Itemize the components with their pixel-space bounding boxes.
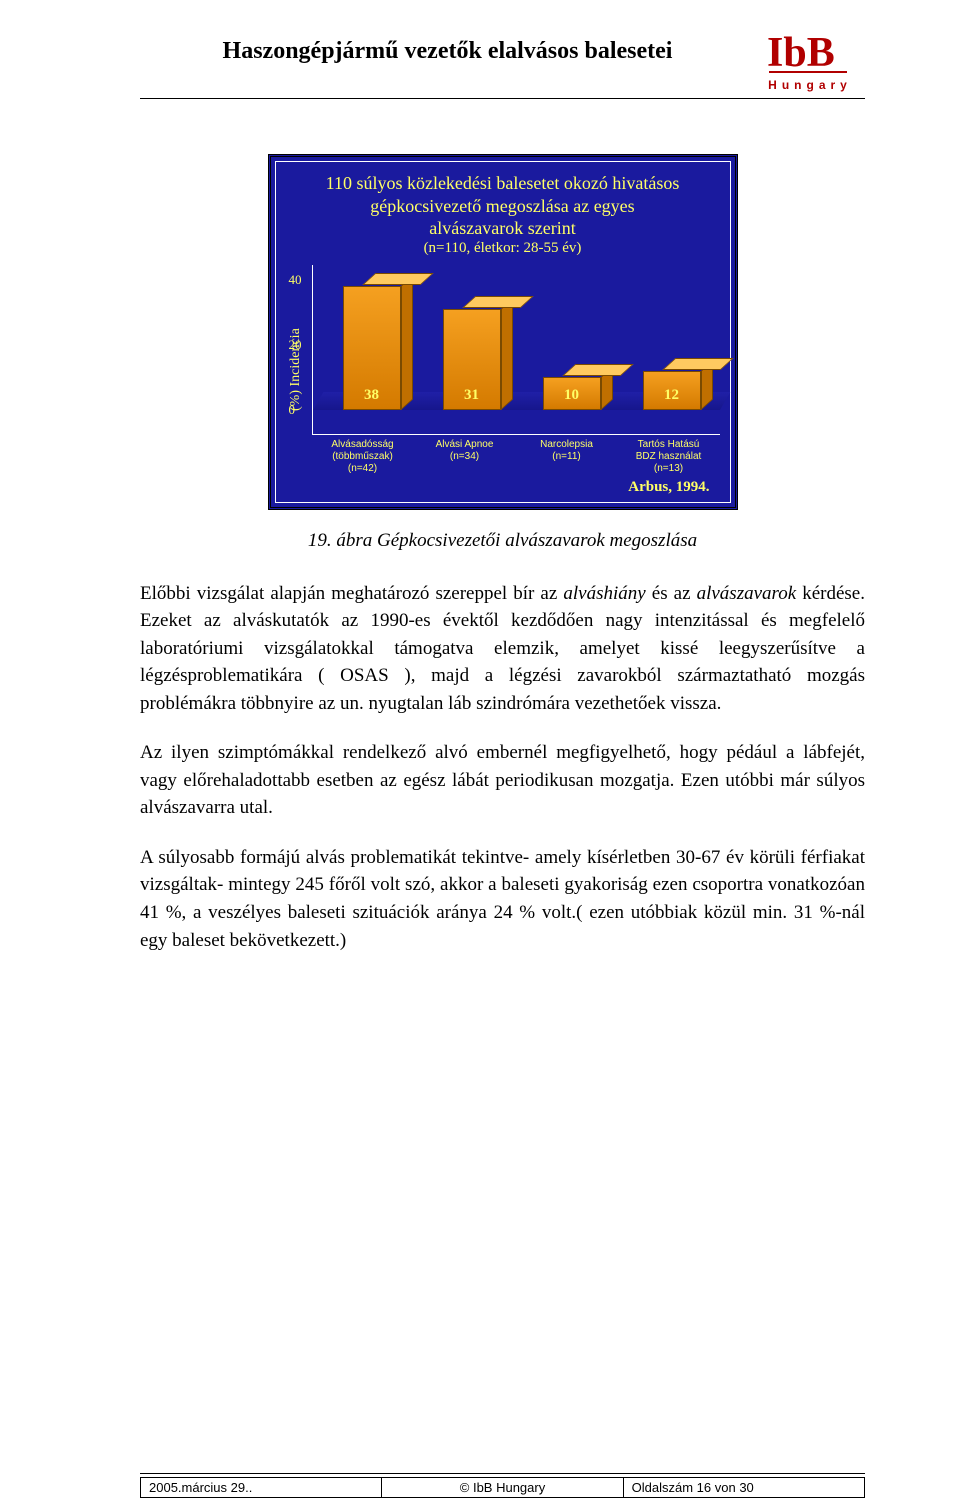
header-title: Haszongépjármű vezetők elalvásos baleset…	[140, 30, 755, 65]
bar: 10	[543, 377, 601, 410]
figure-caption: 19. ábra Gépkocsivezetői alvászavarok me…	[140, 530, 865, 552]
chart-subtitle: (n=110, életkor: 28-55 év)	[286, 240, 720, 257]
bar: 31	[443, 309, 501, 410]
x-axis-label: Narcolepsia(n=11)	[516, 435, 618, 475]
bar-chart: 110 súlyos közlekedési balesetet okozó h…	[268, 154, 738, 510]
chart-title-line2: gépkocsivezető megoszlása az egyes	[370, 196, 634, 216]
y-tick: 0	[289, 402, 296, 418]
logo: IbB Hungary	[755, 30, 865, 92]
p1-text-a: Előbbi vizsgálat alapján meghatározó sze…	[140, 583, 563, 604]
paragraph-3: A súlyosabb formájú alvás problematikát …	[140, 844, 865, 954]
chart-title-line3: alvászavarok szerint	[429, 218, 575, 238]
page-footer: 2005.március 29.. © IbB Hungary Oldalszá…	[140, 1473, 865, 1498]
y-axis-label: (%) Incidencia	[286, 265, 306, 475]
paragraph-2: Az ilyen szimptómákkal rendelkező alvó e…	[140, 739, 865, 822]
y-tick: 20	[289, 337, 302, 353]
x-axis-label: Alvási Apnoe(n=34)	[414, 435, 516, 475]
p1-italic-1: alváshiány	[563, 583, 645, 604]
paragraph-1: Előbbi vizsgálat alapján meghatározó sze…	[140, 580, 865, 718]
bar: 12	[643, 371, 701, 410]
chart-title: 110 súlyos közlekedési balesetet okozó h…	[286, 172, 720, 240]
plot-area: 0204038311012 Alvásadósság(többműszak)(n…	[306, 265, 720, 475]
y-tick: 40	[289, 272, 302, 288]
bar: 38	[343, 286, 401, 410]
footer-page: Oldalszám 16 von 30	[623, 1478, 864, 1498]
p1-italic-2: alvászavarok	[697, 583, 797, 604]
ibb-logo-icon: IbB	[767, 30, 853, 76]
bar-value: 12	[643, 387, 701, 404]
footer-copyright: © IbB Hungary	[382, 1478, 623, 1498]
p1-text-b: és az	[646, 583, 697, 604]
footer-table: 2005.március 29.. © IbB Hungary Oldalszá…	[140, 1477, 865, 1498]
header-rule	[140, 98, 865, 99]
x-axis-label: Tartós HatásúBDZ használat(n=13)	[618, 435, 720, 475]
bar-value: 38	[343, 387, 401, 404]
page-header: Haszongépjármű vezetők elalvásos baleset…	[140, 30, 865, 92]
footer-date: 2005.március 29..	[141, 1478, 382, 1498]
logo-subtext: Hungary	[755, 78, 865, 92]
bar-value: 10	[543, 387, 601, 404]
bar-value: 31	[443, 387, 501, 404]
footer-rule	[140, 1473, 865, 1474]
chart-title-line1: 110 súlyos közlekedési balesetet okozó h…	[326, 173, 680, 193]
chart-source: Arbus, 1994.	[286, 475, 720, 496]
x-axis-label: Alvásadósság(többműszak)(n=42)	[312, 435, 414, 475]
svg-text:IbB: IbB	[767, 30, 835, 76]
